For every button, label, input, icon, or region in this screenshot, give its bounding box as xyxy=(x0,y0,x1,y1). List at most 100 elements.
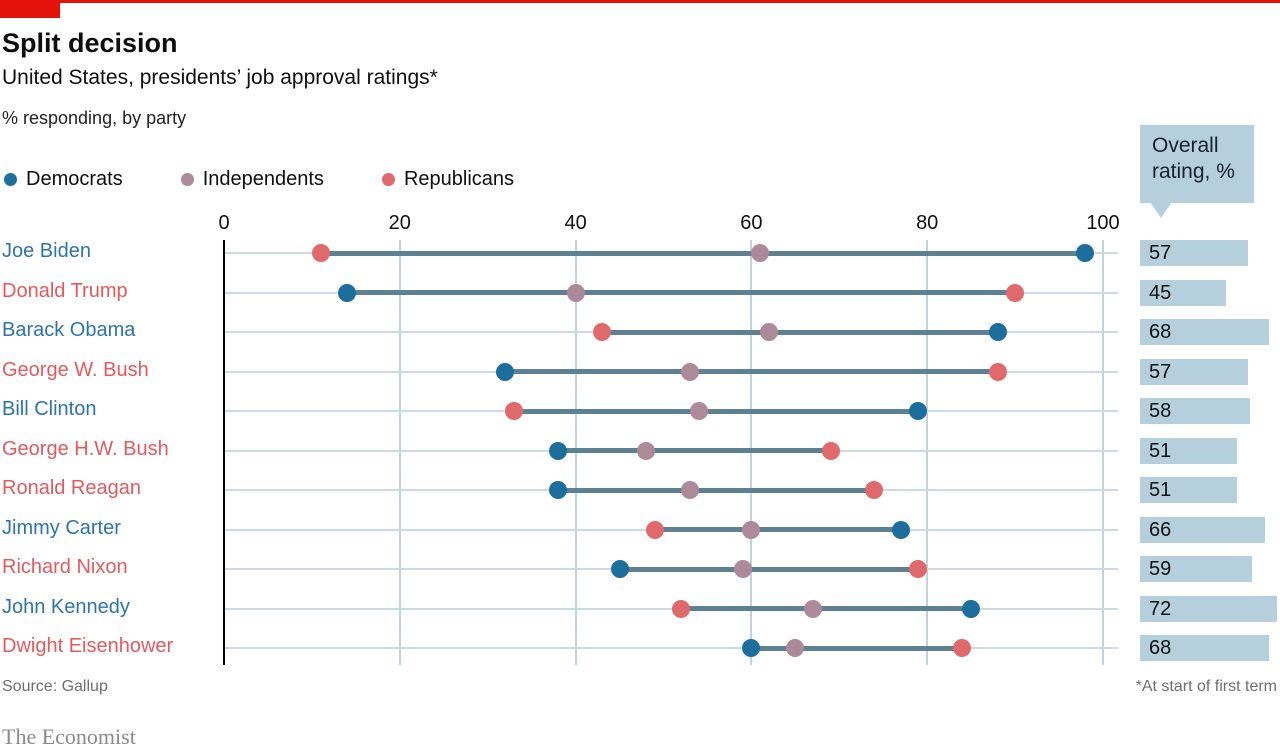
overall-rating-bar: 68 xyxy=(1140,635,1269,661)
president-label: Joe Biden xyxy=(2,240,91,262)
independents-dot xyxy=(803,599,822,618)
range-connector xyxy=(558,448,831,453)
x-axis-zero-line xyxy=(223,240,225,665)
row-gridline xyxy=(224,647,1118,649)
legend-item-independents: Independents xyxy=(180,168,324,191)
independents-dot xyxy=(751,244,770,262)
chart-title: Split decision xyxy=(2,28,178,58)
overall-rating-bar: 59 xyxy=(1140,556,1252,582)
president-label: Richard Nixon xyxy=(2,556,128,578)
republicans-dot xyxy=(592,323,611,341)
president-label: Donald Trump xyxy=(2,279,128,302)
democrats-dot xyxy=(549,441,568,460)
row-gridline xyxy=(224,607,1118,610)
range-connector xyxy=(514,408,919,414)
independents-dot xyxy=(786,639,805,657)
republicans-dot xyxy=(505,402,524,420)
overall-rating-line2: rating, % xyxy=(1152,160,1235,183)
independents-dot xyxy=(689,402,708,420)
footnote: *At start of first term xyxy=(1135,678,1277,695)
chart-unit-note: % responding, by party xyxy=(2,108,187,128)
republicans-dot xyxy=(821,441,840,460)
range-connector xyxy=(558,487,875,493)
x-axis-tick-label: 20 xyxy=(388,212,411,234)
democrats-dot xyxy=(1076,244,1095,262)
president-label: Dwight Eisenhower xyxy=(2,635,174,657)
overall-rating-bar: 45 xyxy=(1140,279,1226,306)
legend-label: Independents xyxy=(202,168,324,190)
democrats-dot xyxy=(891,520,910,539)
republicans-dot xyxy=(311,244,330,262)
democrats-dot-icon xyxy=(4,173,17,186)
independents-dot xyxy=(680,362,699,381)
republicans-dot xyxy=(953,639,972,657)
independents-dot xyxy=(566,283,585,302)
president-label: Ronald Reagan xyxy=(2,477,141,499)
overall-rating-bar: 57 xyxy=(1140,240,1248,266)
president-label: George H.W. Bush xyxy=(2,437,169,460)
range-connector xyxy=(505,369,998,374)
overall-rating-bar: 57 xyxy=(1140,358,1248,385)
legend: Democrats Independents Republicans xyxy=(4,168,572,191)
republicans-dot xyxy=(909,560,928,578)
overall-rating-bar: 51 xyxy=(1140,437,1237,464)
overall-rating-bar: 68 xyxy=(1140,319,1269,345)
vertical-gridline xyxy=(926,240,929,665)
president-label: George W. Bush xyxy=(2,358,149,381)
economist-brand: The Economist xyxy=(2,724,136,749)
range-connector xyxy=(601,329,998,335)
overall-rating-bar: 72 xyxy=(1140,595,1277,622)
legend-item-democrats: Democrats xyxy=(4,168,123,191)
independents-dot xyxy=(680,481,699,499)
range-connector xyxy=(619,566,919,572)
democrats-dot xyxy=(610,560,629,578)
legend-item-republicans: Republicans xyxy=(381,168,515,191)
republicans-dot xyxy=(1006,283,1025,302)
president-label: Barack Obama xyxy=(2,319,136,341)
overall-rating-callout: Overall rating, % xyxy=(1140,125,1254,203)
range-connector xyxy=(751,645,963,651)
range-connector xyxy=(347,290,1016,295)
range-connector xyxy=(654,527,901,532)
range-connector xyxy=(681,606,972,611)
independents-dot xyxy=(733,560,752,578)
democrats-dot xyxy=(338,283,357,302)
overall-rating-bar: 66 xyxy=(1140,516,1265,543)
vertical-gridline xyxy=(398,240,401,665)
x-axis-tick-label: 0 xyxy=(218,212,230,234)
economist-red-tab xyxy=(0,0,60,18)
legend-label: Republicans xyxy=(403,168,515,190)
x-axis-tick-label: 80 xyxy=(916,212,939,234)
republicans-dot xyxy=(645,520,664,539)
chart-subtitle: United States, presidents’ job approval … xyxy=(2,66,438,89)
democrats-dot xyxy=(549,481,568,499)
independents-dot xyxy=(636,441,655,460)
x-axis-tick-label: 100 xyxy=(1086,212,1120,234)
legend-label: Democrats xyxy=(26,168,123,190)
president-label: Jimmy Carter xyxy=(2,516,121,539)
republicans-dot xyxy=(988,362,1007,381)
president-label: Bill Clinton xyxy=(2,398,97,420)
republicans-dot xyxy=(865,481,884,499)
independents-dot xyxy=(742,520,761,539)
vertical-gridline xyxy=(1102,240,1104,665)
democrats-dot xyxy=(988,323,1007,341)
republicans-dot xyxy=(672,599,691,618)
economist-red-rule xyxy=(0,0,1280,3)
overall-rating-line1: Overall xyxy=(1152,134,1219,157)
callout-tail xyxy=(1150,202,1172,218)
president-label: John Kennedy xyxy=(2,595,130,618)
x-axis-tick-label: 60 xyxy=(740,212,763,234)
range-connector xyxy=(320,250,1086,256)
democrats-dot xyxy=(742,639,761,657)
independents-dot-icon xyxy=(180,173,194,186)
democrats-dot xyxy=(496,362,515,381)
source-note: Source: Gallup xyxy=(2,678,108,695)
independents-dot xyxy=(759,323,778,341)
democrats-dot xyxy=(962,599,981,618)
x-axis-tick-label: 40 xyxy=(564,212,587,234)
overall-rating-bar: 58 xyxy=(1140,398,1250,424)
democrats-dot xyxy=(909,402,928,420)
republicans-dot-icon xyxy=(381,173,395,186)
